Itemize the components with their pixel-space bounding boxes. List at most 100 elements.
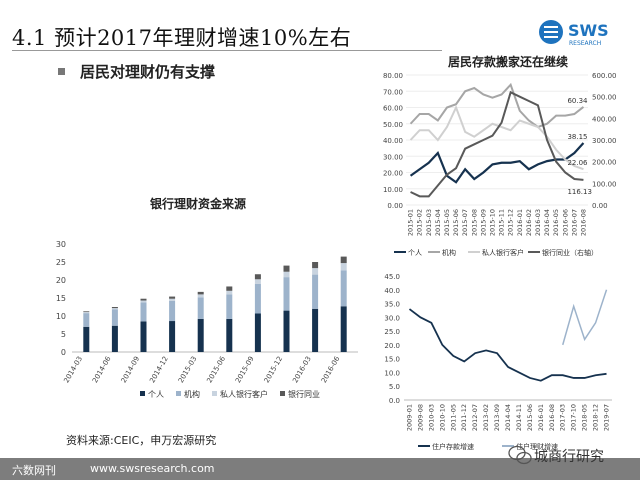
y-left-tick-label: 70.00 (383, 88, 403, 96)
bar-segment (111, 308, 118, 310)
x-tick-label: 2014-12 (148, 355, 170, 384)
right-top-chart-title: 居民存款搬家还在继续 (448, 55, 569, 69)
bar-segment (83, 311, 90, 313)
x-tick-label: 2015-06 (205, 355, 227, 385)
bar-segment (254, 274, 261, 280)
deposit-migration-line-chart: 0.00 10.00 20.00 30.00 40.00 50.00 60.00 70.00 8… (383, 72, 617, 257)
x-tick-label: 2019-07 (603, 404, 611, 431)
legend-label: 私人银行客户 (220, 389, 268, 399)
bar-segment (140, 298, 147, 301)
y-right-tick-label: 100.00 (592, 180, 617, 188)
y-left-tick-label: 0.00 (387, 202, 403, 210)
x-tick-label: 2015-10 (488, 209, 496, 236)
y-tick-label: 20 (56, 276, 66, 285)
x-tick-label: 2018-12 (592, 404, 600, 431)
bar-segment (226, 290, 233, 295)
x-tick-label: 2015-09 (479, 209, 487, 236)
x-tick-label: 2014-04 (504, 404, 512, 431)
logo-text: SWS (568, 21, 609, 40)
legend-label: 银行同业 (288, 389, 320, 399)
legend-label: 私人银行客户 (482, 248, 524, 257)
y-right-tick-label: 300.00 (592, 137, 617, 145)
y-left-tick-label: 30.00 (383, 153, 403, 161)
x-tick-label: 2012-07 (471, 404, 479, 431)
watermark-text: 城商行研究 (534, 449, 604, 465)
bar-segment (83, 313, 90, 327)
wechat-icon (508, 445, 532, 465)
y-right-tick-label: 200.00 (592, 159, 617, 167)
source-note: 资料来源:CEIC，申万宏源研究 (66, 434, 217, 447)
bar-segment (169, 321, 176, 352)
bar-segment (312, 274, 319, 309)
data-label: 38.15 (567, 133, 587, 141)
y-tick-label: 0 (61, 348, 66, 357)
bar-segment (340, 306, 347, 352)
x-tick-label: 2015-12 (507, 209, 515, 236)
x-tick-label: 2016-05 (552, 209, 560, 236)
bar-segment (254, 279, 261, 284)
series-line (562, 289, 608, 346)
y-left-tick-label: 40.00 (383, 137, 403, 145)
bar-segment (312, 308, 319, 352)
y-left-tick-label: 20.00 (383, 170, 403, 178)
x-tick-label: 2013-02 (482, 404, 490, 431)
x-tick-label: 2015-11 (498, 209, 506, 236)
y-tick-label: 35.0 (384, 301, 400, 309)
bar-segment (140, 300, 147, 303)
footer-url[interactable]: www.swsresearch.com (90, 462, 215, 475)
bullet-text: 居民对理财仍有支撑 (80, 63, 216, 81)
slide-title: 4.1 预计2017年理财增速10%左右 (12, 26, 352, 50)
legend-swatch (280, 391, 285, 396)
x-tick-label: 2014-03 (62, 355, 84, 384)
bar-segment (83, 312, 90, 314)
y-left-tick-label: 80.00 (383, 72, 403, 80)
title-divider (12, 50, 442, 51)
x-tick-label: 2016-08 (548, 404, 556, 431)
x-tick-label: 2010-03 (427, 404, 435, 431)
x-tick-label: 2014-11 (515, 404, 523, 431)
y-tick-label: 25.0 (384, 328, 400, 336)
y-left-tick-label: 50.00 (383, 121, 403, 129)
series-line (408, 308, 607, 382)
x-tick-label: 2015-12 (263, 355, 285, 384)
y-tick-label: 0.0 (389, 397, 400, 405)
bar-segment (140, 302, 147, 322)
bar-segment (197, 291, 204, 295)
x-tick-label: 2015-07 (461, 209, 469, 236)
bar-segment (169, 296, 176, 299)
bar-segment (169, 298, 176, 301)
bar-segment (111, 307, 118, 309)
y-tick-label: 5.0 (389, 383, 400, 391)
x-tick-label: 2018-05 (581, 404, 589, 431)
bar-segment (254, 283, 261, 314)
x-tick-label: 2015-08 (470, 209, 478, 236)
logo-stripes (544, 26, 558, 38)
household-deposit-growth-chart: 0.0 5.0 10.0 15.0 20.0 25.0 30.0 35.0 40.0 45.0 20… (384, 273, 612, 451)
bar-segment (340, 270, 347, 307)
left-chart-title: 银行理财资金来源 (150, 197, 247, 211)
data-label: 60.34 (567, 97, 588, 105)
y-right-tick-label: 500.00 (592, 94, 617, 102)
bar-segment (283, 310, 290, 352)
x-tick-label: 2014-06 (91, 355, 113, 385)
legend-label: 住户存款增速 (432, 442, 474, 451)
x-tick-label: 2016-06 (561, 209, 569, 236)
bar-segment (312, 268, 319, 275)
legend-label: 个人 (408, 249, 422, 257)
x-tick-label: 2016-01 (537, 404, 545, 431)
bar-segment (197, 318, 204, 352)
legend-label: 银行同业（右轴） (542, 248, 598, 257)
bar-segment (140, 321, 147, 352)
y-right-tick-label: 400.00 (592, 115, 617, 123)
footer-bar (0, 458, 640, 480)
y-left-tick-label: 10.00 (383, 186, 403, 194)
x-tick-label: 2015-06 (452, 209, 460, 236)
legend-swatch (212, 391, 217, 396)
x-tick-label: 2015-05 (443, 209, 451, 236)
series-line (410, 90, 584, 198)
x-tick-label: 2016-02 (525, 209, 533, 236)
x-tick-label: 2011-12 (460, 404, 468, 431)
bar-segment (283, 271, 290, 278)
x-tick-label: 2014-09 (120, 355, 142, 384)
x-tick-label: 2017-10 (570, 404, 578, 431)
